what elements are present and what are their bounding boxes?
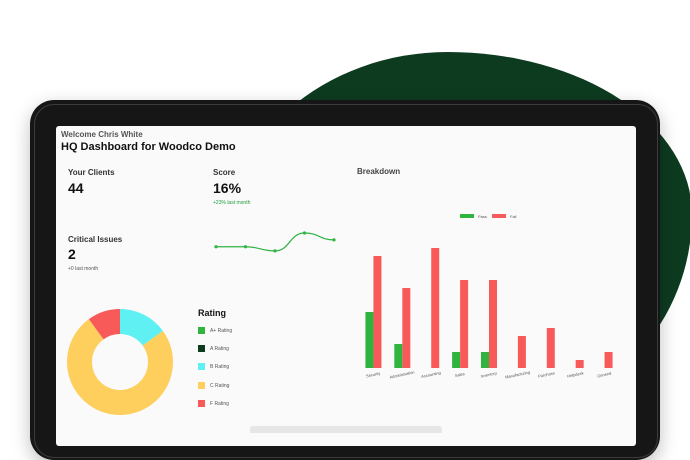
tick-label-inventory: Inventory	[480, 370, 497, 378]
tick-label-general: General	[597, 371, 612, 379]
bar-fail-accounting	[431, 248, 440, 368]
rating-swatch	[198, 345, 205, 353]
donut-slice-f-rating	[88, 309, 120, 340]
bar-pass-security	[365, 312, 374, 368]
clients-value: 44	[68, 180, 84, 196]
legend-label-fail: Fail	[510, 214, 517, 219]
sparkline-point-1	[243, 245, 248, 249]
clients-label: Your Clients	[68, 168, 115, 177]
home-indicator	[250, 426, 442, 433]
rating-label: A+ Rating	[210, 328, 233, 334]
bar-fail-purchase	[546, 328, 555, 368]
rating-swatch	[198, 327, 205, 334]
score-label: Score	[213, 168, 236, 177]
donut-slice-c-rating	[67, 319, 173, 415]
bar-fail-helpdesk	[575, 360, 584, 368]
tick-label-sales: Sales	[454, 371, 465, 378]
tick-label-security: Security	[366, 371, 381, 379]
sparkline-point-0	[214, 245, 218, 249]
bar-fail-security	[373, 256, 382, 368]
legend-swatch-fail	[492, 214, 506, 218]
tick-label-purchase: Purchase	[538, 370, 556, 379]
issues-value: 2	[68, 246, 76, 262]
legend-label-pass: Pass	[478, 214, 487, 219]
rating-swatch	[198, 363, 205, 371]
bar-fail-sales	[460, 280, 469, 368]
sparkline-point-2	[273, 249, 277, 253]
tick-label-administration: Administration	[389, 369, 415, 379]
donut-slice-b-rating	[120, 309, 163, 346]
bar-fail-inventory	[489, 280, 497, 368]
bar-fail-manufacturing	[517, 336, 526, 368]
bar-pass-administration	[394, 344, 403, 368]
tick-label-manufacturing: Manufacturing	[505, 369, 531, 379]
breakdown-title: Breakdown	[357, 167, 401, 176]
score-value: 16%	[213, 180, 242, 196]
tick-label-accounting: Accounting	[421, 370, 441, 379]
rating-donut-chart	[67, 309, 173, 415]
rating-label: A Rating	[210, 346, 229, 353]
rating-label: F Rating	[210, 400, 229, 407]
dashboard-screen: Welcome Chris White HQ Dashboard for Woo…	[56, 126, 636, 446]
breakdown-chart: Pass Fail Security Administration Accounting…	[365, 214, 613, 380]
welcome-text: Welcome Chris White	[61, 130, 143, 139]
issues-change: +0 last month	[68, 266, 99, 272]
rating-title: Rating	[198, 308, 226, 318]
page-title: HQ Dashboard for Woodco Demo	[61, 141, 236, 153]
issues-label: Critical Issues	[68, 235, 123, 244]
rating-swatch	[198, 381, 205, 389]
score-change: +23% last month	[213, 200, 251, 206]
rating-label: C Rating	[210, 382, 230, 389]
legend-swatch-pass	[460, 214, 474, 218]
sparkline-point-3	[302, 231, 307, 235]
score-sparkline	[214, 231, 336, 253]
bar-pass-inventory	[481, 352, 489, 368]
bar-pass-sales	[452, 352, 461, 368]
bar-fail-general	[604, 352, 613, 368]
rating-label: B Rating	[210, 364, 230, 371]
tick-label-helpdesk: Helpdesk	[567, 370, 584, 378]
rating-swatch	[198, 399, 205, 407]
sparkline-point-4	[332, 238, 336, 242]
bar-fail-administration	[402, 288, 411, 368]
sparkline-line	[216, 232, 335, 252]
